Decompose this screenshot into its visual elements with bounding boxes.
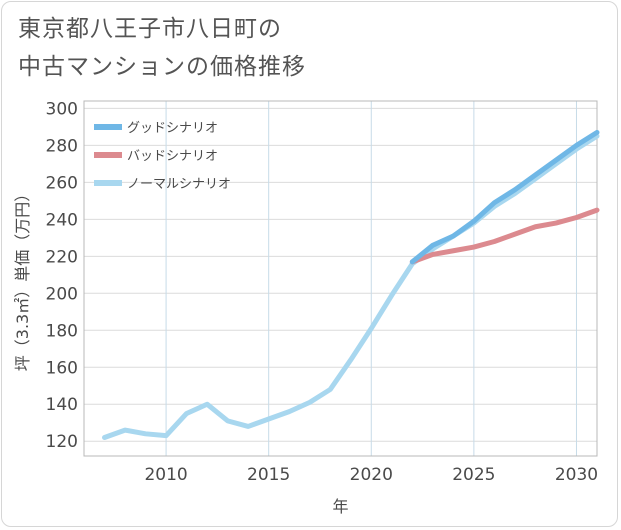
y-tick-label: 200 (46, 284, 78, 304)
y-tick-label: 160 (46, 358, 78, 378)
x-tick-label: 2015 (247, 465, 290, 485)
x-axis-ticks: 2010 2015 2020 2025 2030 (144, 465, 598, 485)
x-tick-label: 2030 (555, 465, 598, 485)
series-line-0 (409, 129, 600, 265)
y-axis-label: 坪（3.3㎡）単価（万円） (13, 186, 32, 371)
y-tick-label: 260 (46, 173, 78, 193)
y-tick-label: 300 (46, 99, 78, 119)
grid (84, 101, 597, 456)
y-axis-ticks: 120 140 160 180 200 220 240 260 280 300 (46, 99, 78, 452)
x-axis-label: 年 (332, 497, 348, 516)
legend-label: グッドシナリオ (127, 121, 218, 136)
series-layer (102, 129, 600, 441)
y-tick-label: 120 (46, 432, 78, 452)
y-tick-label: 240 (46, 210, 78, 230)
plot-area (83, 100, 598, 457)
chart-title: 東京都八王子市八日町の 中古マンションの価格推移 (18, 10, 418, 86)
legend-label: ノーマルシナリオ (127, 177, 231, 192)
legend-label: バッドシナリオ (127, 149, 218, 164)
chart-title-line1: 東京都八王子市八日町の (18, 16, 282, 42)
y-tick-label: 220 (46, 247, 78, 267)
y-tick-label: 140 (46, 395, 78, 415)
y-tick-label: 280 (46, 136, 78, 156)
y-tick-label: 180 (46, 321, 78, 341)
series-line-1 (409, 207, 600, 265)
x-tick-label: 2010 (144, 465, 187, 485)
x-tick-label: 2020 (350, 465, 393, 485)
series-line-2 (102, 133, 600, 441)
x-tick-label: 2025 (452, 465, 495, 485)
chart-title-line2: 中古マンションの価格推移 (18, 54, 306, 80)
